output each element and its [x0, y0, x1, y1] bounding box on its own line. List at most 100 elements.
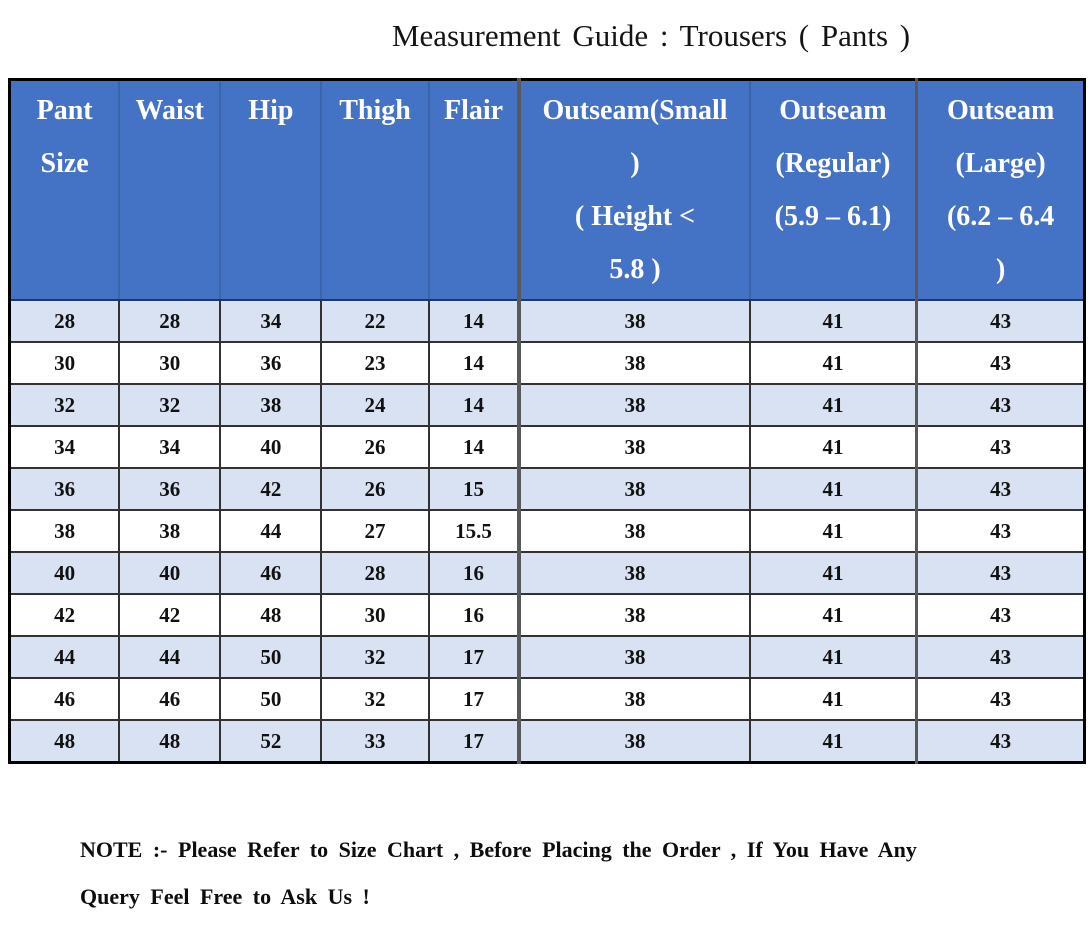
cell-waist: 48 [118, 719, 222, 764]
cell-flair: 14 [427, 341, 521, 385]
cell-outseam-small: 38 [517, 677, 751, 721]
table-row-size-42: 42 42 48 30 16 38 41 43 [8, 593, 1086, 637]
cell-thigh: 26 [320, 425, 430, 469]
cell-hip: 34 [219, 299, 323, 343]
cell-outseam-large: 43 [915, 719, 1086, 764]
cell-flair: 16 [427, 593, 521, 637]
cell-waist: 40 [118, 551, 222, 595]
cell-thigh: 32 [320, 677, 430, 721]
cell-waist: 28 [118, 299, 222, 343]
cell-outseam-large: 43 [915, 383, 1086, 427]
cell-flair: 17 [427, 677, 521, 721]
cell-waist: 36 [118, 467, 222, 511]
cell-outseam-regular: 41 [748, 425, 918, 469]
cell-hip: 38 [219, 383, 323, 427]
cell-thigh: 28 [320, 551, 430, 595]
cell-flair: 14 [427, 383, 521, 427]
cell-pant-size: 30 [8, 341, 121, 385]
cell-waist: 34 [118, 425, 222, 469]
cell-outseam-regular: 41 [748, 551, 918, 595]
cell-waist: 42 [118, 593, 222, 637]
cell-outseam-small: 38 [517, 425, 751, 469]
table-header-row: Pant Size Waist Hip Thigh Flair Outseam(Small… [8, 78, 1086, 301]
column-header-flair: Flair [427, 78, 521, 301]
cell-hip: 44 [219, 509, 323, 553]
cell-flair: 17 [427, 635, 521, 679]
cell-outseam-regular: 41 [748, 383, 918, 427]
cell-outseam-regular: 41 [748, 677, 918, 721]
cell-thigh: 33 [320, 719, 430, 764]
cell-outseam-small: 38 [517, 551, 751, 595]
cell-outseam-small: 38 [517, 635, 751, 679]
cell-thigh: 22 [320, 299, 430, 343]
cell-thigh: 23 [320, 341, 430, 385]
cell-outseam-large: 43 [915, 341, 1086, 385]
cell-flair: 15 [427, 467, 521, 511]
cell-hip: 40 [219, 425, 323, 469]
cell-outseam-large: 43 [915, 467, 1086, 511]
column-header-outseam-regular: Outseam (Regular) (5.9 – 6.1) [748, 78, 918, 301]
note-text: NOTE :- Please Refer to Size Chart , Bef… [80, 837, 917, 909]
cell-outseam-small: 38 [517, 467, 751, 511]
cell-outseam-small: 38 [517, 509, 751, 553]
cell-outseam-large: 43 [915, 509, 1086, 553]
cell-waist: 38 [118, 509, 222, 553]
table-row-size-46: 46 46 50 32 17 38 41 43 [8, 677, 1086, 721]
cell-pant-size: 44 [8, 635, 121, 679]
table-row-size-28: 28 28 34 22 14 38 41 43 [8, 299, 1086, 343]
cell-hip: 52 [219, 719, 323, 764]
cell-hip: 50 [219, 635, 323, 679]
table-row-size-40: 40 40 46 28 16 38 41 43 [8, 551, 1086, 595]
cell-flair: 14 [427, 425, 521, 469]
table-row-size-38: 38 38 44 27 15.5 38 41 43 [8, 509, 1086, 553]
table-row-size-32: 32 32 38 24 14 38 41 43 [8, 383, 1086, 427]
cell-pant-size: 28 [8, 299, 121, 343]
column-header-outseam-large: Outseam (Large) (6.2 – 6.4 ) [915, 78, 1086, 301]
cell-pant-size: 38 [8, 509, 121, 553]
table-row-size-34: 34 34 40 26 14 38 41 43 [8, 425, 1086, 469]
cell-pant-size: 48 [8, 719, 121, 764]
cell-outseam-regular: 41 [748, 635, 918, 679]
column-header-outseam-small: Outseam(Small ) ( Height < 5.8 ) [517, 78, 751, 301]
cell-outseam-large: 43 [915, 677, 1086, 721]
cell-outseam-small: 38 [517, 299, 751, 343]
table-body: 28 28 34 22 14 38 41 43 30 30 36 23 14 38 41 43 32 32 38 24… [8, 299, 1086, 764]
cell-outseam-large: 43 [915, 425, 1086, 469]
cell-thigh: 32 [320, 635, 430, 679]
cell-thigh: 27 [320, 509, 430, 553]
cell-outseam-small: 38 [517, 719, 751, 764]
cell-pant-size: 36 [8, 467, 121, 511]
cell-hip: 48 [219, 593, 323, 637]
cell-outseam-large: 43 [915, 299, 1086, 343]
cell-outseam-small: 38 [517, 341, 751, 385]
cell-outseam-regular: 41 [748, 467, 918, 511]
table-row-size-48: 48 48 52 33 17 38 41 43 [8, 719, 1086, 764]
cell-pant-size: 46 [8, 677, 121, 721]
column-header-waist: Waist [118, 78, 222, 301]
table-row-size-44: 44 44 50 32 17 38 41 43 [8, 635, 1086, 679]
cell-outseam-regular: 41 [748, 341, 918, 385]
column-header-pant-size: Pant Size [8, 78, 121, 301]
cell-pant-size: 42 [8, 593, 121, 637]
cell-hip: 46 [219, 551, 323, 595]
cell-outseam-regular: 41 [748, 719, 918, 764]
measurement-table: Pant Size Waist Hip Thigh Flair Outseam(Small… [8, 78, 1086, 764]
page-title: Measurement Guide : Trousers ( Pants ) [391, 18, 911, 53]
cell-hip: 36 [219, 341, 323, 385]
cell-pant-size: 40 [8, 551, 121, 595]
cell-thigh: 24 [320, 383, 430, 427]
cell-waist: 30 [118, 341, 222, 385]
cell-waist: 46 [118, 677, 222, 721]
cell-outseam-regular: 41 [748, 299, 918, 343]
cell-flair: 17 [427, 719, 521, 764]
cell-outseam-large: 43 [915, 593, 1086, 637]
cell-outseam-regular: 41 [748, 593, 918, 637]
cell-outseam-large: 43 [915, 635, 1086, 679]
cell-flair: 16 [427, 551, 521, 595]
cell-thigh: 26 [320, 467, 430, 511]
cell-outseam-regular: 41 [748, 509, 918, 553]
cell-outseam-large: 43 [915, 551, 1086, 595]
cell-flair: 14 [427, 299, 521, 343]
cell-pant-size: 32 [8, 383, 121, 427]
cell-waist: 32 [118, 383, 222, 427]
